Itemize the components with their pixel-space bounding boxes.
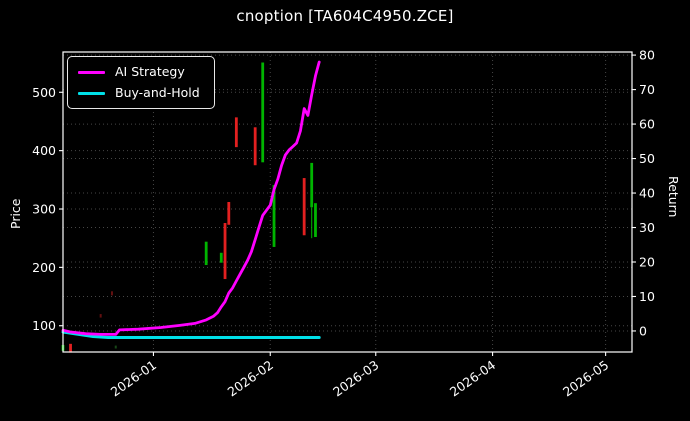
return-axis-label: Return	[666, 176, 681, 218]
candle-body	[227, 202, 231, 225]
return-tick-label: 40	[639, 186, 655, 201]
ai-strategy-line-swatch-icon	[78, 70, 105, 74]
return-tick-label: 60	[639, 117, 655, 132]
candle-body	[69, 343, 72, 353]
return-tick-label: 80	[639, 48, 655, 63]
date-tick-label: 2026-02	[225, 357, 276, 399]
price-tick-label: 300	[32, 202, 56, 217]
legend: AI Strategy Buy-and-Hold	[67, 56, 215, 109]
candle-body	[261, 62, 265, 163]
return-tick-label: 70	[639, 82, 655, 97]
candle-body	[314, 203, 317, 238]
return-tick-label: 0	[639, 323, 647, 338]
legend-label-buy-and-hold: Buy-and-Hold	[115, 85, 200, 100]
legend-item-ai-strategy: AI Strategy	[78, 65, 200, 79]
price-tick-label: 500	[32, 85, 56, 100]
price-tick-label: 400	[32, 143, 56, 158]
candle-body	[204, 241, 208, 266]
legend-item-buy-and-hold: Buy-and-Hold	[78, 86, 200, 100]
chart-title: cnoption [TA604C4950.ZCE]	[236, 7, 454, 25]
price-tick-label: 100	[32, 318, 56, 333]
legend-label-ai-strategy: AI Strategy	[115, 64, 185, 79]
date-tick-label: 2026-05	[560, 357, 611, 399]
candle-body	[223, 223, 227, 280]
return-tick-label: 50	[639, 151, 655, 166]
candle-body	[234, 117, 238, 148]
candle-body	[114, 345, 117, 349]
series-line-ai-strategy	[61, 60, 321, 336]
candle-body	[253, 127, 257, 166]
price-tick-label: 200	[32, 260, 56, 275]
date-tick-label: 2026-01	[108, 357, 159, 399]
axes-spines	[62, 51, 633, 353]
return-tick-label: 30	[639, 220, 655, 235]
candle-body	[99, 314, 102, 318]
candle-body	[272, 185, 276, 247]
return-tick-label: 20	[639, 255, 655, 270]
buy-and-hold-line-swatch-icon	[78, 91, 105, 95]
date-tick-label: 2026-03	[330, 357, 381, 399]
candle-body	[219, 252, 223, 263]
date-tick-label: 2026-04	[447, 357, 498, 399]
candle-body	[310, 162, 314, 208]
candle-body	[302, 178, 306, 236]
price-axis-label: Price	[8, 198, 23, 230]
return-tick-label: 10	[639, 289, 655, 304]
candle-body	[110, 291, 113, 296]
